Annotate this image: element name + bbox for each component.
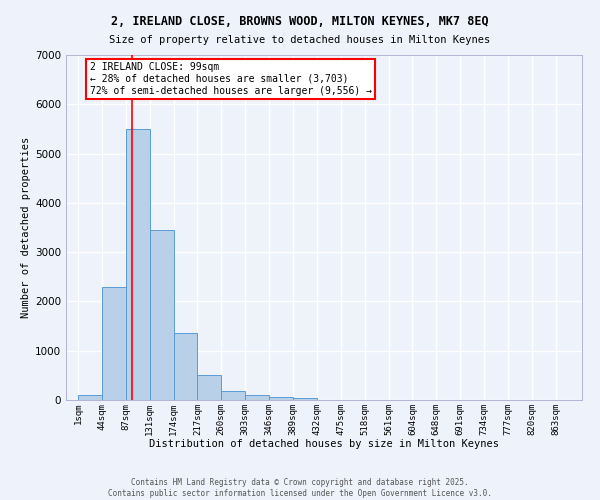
Text: Contains HM Land Registry data © Crown copyright and database right 2025.
Contai: Contains HM Land Registry data © Crown c… [108,478,492,498]
Text: 2, IRELAND CLOSE, BROWNS WOOD, MILTON KEYNES, MK7 8EQ: 2, IRELAND CLOSE, BROWNS WOOD, MILTON KE… [111,15,489,28]
X-axis label: Distribution of detached houses by size in Milton Keynes: Distribution of detached houses by size … [149,439,499,449]
Text: 2 IRELAND CLOSE: 99sqm
← 28% of detached houses are smaller (3,703)
72% of semi-: 2 IRELAND CLOSE: 99sqm ← 28% of detached… [89,62,371,96]
Bar [78,395,102,400]
Bar [102,286,126,400]
Bar [245,395,269,400]
Text: Size of property relative to detached houses in Milton Keynes: Size of property relative to detached ho… [109,35,491,45]
Bar [221,392,245,400]
Bar [173,334,197,400]
Bar [269,397,293,400]
Bar [197,376,221,400]
Y-axis label: Number of detached properties: Number of detached properties [21,137,31,318]
Bar [126,129,149,400]
Bar [149,230,173,400]
Bar [293,398,317,400]
